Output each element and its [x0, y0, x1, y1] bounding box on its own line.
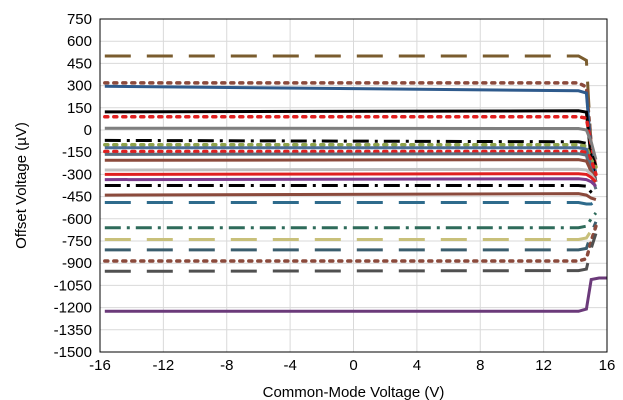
series-line-23: [104, 233, 598, 273]
y-axis-title: Offset Voltage (µV): [13, 122, 30, 249]
y-tick-label: -1050: [54, 277, 92, 294]
series-line-7: [104, 138, 598, 168]
x-tick-label: 16: [599, 357, 616, 374]
series-line-20: [104, 223, 598, 241]
y-tick-label: 0: [84, 122, 92, 139]
series-line-15: [104, 177, 597, 188]
y-tick-label: -1200: [54, 300, 92, 317]
x-tick-label: -8: [220, 357, 233, 374]
y-tick-label: 750: [67, 11, 92, 28]
series-line-18: [104, 199, 597, 206]
series-line-14: [104, 172, 597, 183]
x-tick-label: -16: [89, 357, 111, 374]
x-tick-labels: -16 -12 -8 -4 0 4 8 12 16: [89, 357, 615, 374]
y-tick-label: -600: [62, 211, 92, 228]
series-line-21: [104, 221, 598, 252]
series-line-10: [103, 149, 598, 177]
y-tick-label: -1350: [54, 322, 92, 339]
series-line-1: [104, 54, 598, 175]
series-line-6: [104, 126, 598, 160]
y-tick-label: 300: [67, 78, 92, 95]
series-lines: [103, 54, 607, 313]
x-tick-label: -12: [153, 357, 175, 374]
x-tick-label: 8: [476, 357, 484, 374]
x-tick-label: 0: [349, 357, 357, 374]
series-line-19: [104, 211, 598, 230]
x-tick-label: 12: [535, 357, 552, 374]
y-tick-label: 450: [67, 55, 92, 72]
y-tick-labels: 750 600 450 300 150 0 -150 -300 -450 -600 -750 -900…: [54, 11, 92, 361]
series-line-22: [103, 224, 598, 263]
x-tick-label: 4: [413, 357, 421, 374]
y-tick-label: -1500: [54, 344, 92, 361]
x-axis-title: Common-Mode Voltage (V): [263, 384, 445, 400]
y-tick-label: -150: [62, 144, 92, 161]
x-tick-label: -4: [283, 357, 296, 374]
series-line-24: [104, 276, 607, 313]
y-tick-label: -300: [62, 166, 92, 183]
plot-frame: [99, 18, 608, 353]
series-line-8: [103, 143, 598, 169]
y-tick-label: -750: [62, 233, 92, 250]
y-tick-label: -900: [62, 255, 92, 272]
series-line-16: [104, 184, 597, 198]
y-tick-label: -450: [62, 189, 92, 206]
y-tick-label: 150: [67, 100, 92, 117]
y-tick-label: 600: [67, 33, 92, 50]
series-line-17: [104, 192, 597, 202]
